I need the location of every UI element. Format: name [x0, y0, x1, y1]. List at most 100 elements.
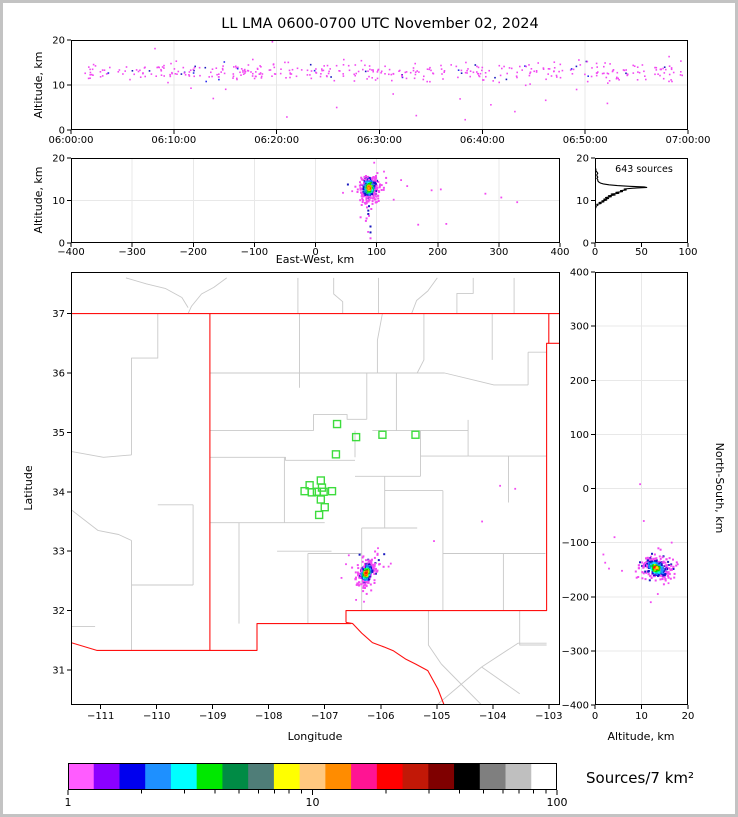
svg-text:20: 20 — [576, 154, 589, 165]
svg-text:0: 0 — [312, 247, 318, 258]
colorbar-segment — [428, 763, 455, 790]
svg-text:06:40:00: 06:40:00 — [460, 135, 505, 146]
ns-height-data — [595, 272, 688, 705]
ew-height-data — [71, 158, 560, 243]
colorbar-segment — [222, 763, 249, 790]
lma-station-marker — [316, 476, 326, 485]
svg-text:10: 10 — [635, 711, 648, 722]
colorbar-segment — [273, 763, 301, 790]
svg-text:10: 10 — [306, 796, 320, 809]
histogram-panel: 0 50 100 0 10 20 — [576, 154, 697, 259]
svg-text:0: 0 — [59, 126, 65, 137]
svg-text:−400: −400 — [57, 247, 84, 258]
lma-station-marker — [411, 430, 420, 439]
svg-text:07:00:00: 07:00:00 — [666, 135, 711, 146]
colorbar-segment — [505, 763, 532, 790]
svg-text:200: 200 — [428, 247, 447, 258]
lma-station-marker — [316, 495, 326, 504]
lma-station-marker — [331, 450, 341, 459]
svg-text:400: 400 — [570, 268, 589, 279]
time-height-panel: 06:00:00 06:10:00 06:20:00 06:30:00 06:40:00… — [49, 36, 711, 147]
svg-text:−200: −200 — [180, 247, 207, 258]
tick-labels: 06:00:00 06:10:00 06:20:00 06:30:00 06:40:00… — [49, 36, 711, 147]
colorbar-segment — [145, 763, 172, 790]
map-panel: −111 −110 −109 −108 −107 −106 −105 −104 −103 31 32… — [52, 272, 563, 722]
svg-text:−110: −110 — [143, 711, 170, 722]
lma-station-marker — [332, 419, 342, 429]
svg-text:0: 0 — [592, 247, 598, 258]
svg-text:100: 100 — [367, 247, 386, 258]
svg-text:20: 20 — [52, 154, 65, 165]
svg-text:06:50:00: 06:50:00 — [563, 135, 608, 146]
svg-text:−400: −400 — [562, 701, 589, 712]
time-height-ylabel: Altitude, km — [32, 51, 45, 118]
svg-text:100: 100 — [547, 796, 568, 809]
svg-text:−104: −104 — [479, 711, 506, 722]
svg-text:200: 200 — [570, 376, 589, 387]
lma-station-marker — [378, 430, 387, 439]
svg-text:20: 20 — [52, 36, 65, 47]
ns-height-ylabel: North-South, km — [713, 443, 726, 534]
colorbar-segment — [479, 763, 507, 790]
svg-text:100: 100 — [570, 430, 589, 441]
figure-title: LL LMA 0600-0700 UTC November 02, 2024 — [221, 16, 539, 32]
map-xlabel: Longitude — [288, 730, 343, 743]
colorbar-segment — [68, 763, 95, 790]
svg-text:10: 10 — [576, 196, 589, 207]
colorbar-segment — [196, 763, 223, 790]
svg-text:−300: −300 — [562, 646, 589, 657]
ns-height-panel: 0 10 20 400 300 200 100 0 −100 −200 −300 −400 — [562, 268, 695, 723]
colorbar-segment — [119, 763, 146, 790]
svg-text:06:30:00: 06:30:00 — [357, 135, 402, 146]
svg-text:0: 0 — [59, 239, 65, 250]
svg-text:−100: −100 — [241, 247, 268, 258]
svg-text:20: 20 — [682, 711, 695, 722]
map-ylabel: Latitude — [22, 465, 35, 511]
svg-text:35: 35 — [52, 428, 65, 439]
svg-text:−109: −109 — [199, 711, 226, 722]
svg-text:10: 10 — [52, 81, 65, 92]
svg-text:0: 0 — [592, 711, 598, 722]
svg-text:06:00:00: 06:00:00 — [49, 135, 94, 146]
svg-text:36: 36 — [52, 368, 65, 379]
svg-text:31: 31 — [52, 665, 65, 676]
lma-station-marker — [307, 488, 317, 497]
tick-labels: 0 10 20 400 300 200 100 0 −100 −200 −300 −400 — [562, 268, 695, 723]
svg-text:−111: −111 — [87, 711, 114, 722]
colorbar-segment — [248, 763, 275, 790]
svg-text:0: 0 — [583, 239, 589, 250]
colorbar-segment — [402, 763, 429, 790]
svg-text:10: 10 — [52, 196, 65, 207]
map-data — [71, 277, 560, 705]
colorbar-segment — [299, 763, 326, 790]
colorbar-segment — [454, 763, 481, 790]
tick-labels: −400 −300 −200 −100 0 100 200 300 400 0 10 20 — [52, 154, 569, 259]
svg-text:−100: −100 — [562, 538, 589, 549]
time-height-data — [71, 40, 688, 130]
svg-text:1: 1 — [65, 796, 72, 809]
lma-station-marker — [327, 486, 337, 496]
colorbar-segment — [325, 763, 352, 790]
svg-text:300: 300 — [570, 322, 589, 333]
figure-canvas: LL LMA 0600-0700 UTC November 02, 2024 0… — [22, 16, 726, 809]
svg-text:400: 400 — [550, 247, 569, 258]
ew-height-xlabel: East-West, km — [276, 253, 354, 266]
svg-text:50: 50 — [635, 247, 648, 258]
svg-text:−108: −108 — [255, 711, 282, 722]
colorbar-segment — [376, 763, 404, 790]
svg-text:37: 37 — [52, 309, 65, 320]
svg-text:−107: −107 — [311, 711, 338, 722]
ew-height-panel: −400 −300 −200 −100 0 100 200 300 400 0 10 20 — [52, 154, 569, 259]
colorbar-label: Sources/7 km² — [586, 769, 694, 787]
lma-station-marker — [319, 487, 328, 496]
colorbar-segment — [351, 763, 378, 790]
svg-text:−106: −106 — [367, 711, 394, 722]
colorbar-segment — [531, 763, 558, 790]
lma-station-marker — [351, 432, 361, 442]
svg-text:100: 100 — [678, 247, 697, 258]
tick-labels: 0 50 100 0 10 20 — [576, 154, 697, 259]
svg-text:33: 33 — [52, 547, 65, 558]
sources-count-annotation: 643 sources — [615, 164, 673, 175]
svg-text:−103: −103 — [535, 711, 562, 722]
